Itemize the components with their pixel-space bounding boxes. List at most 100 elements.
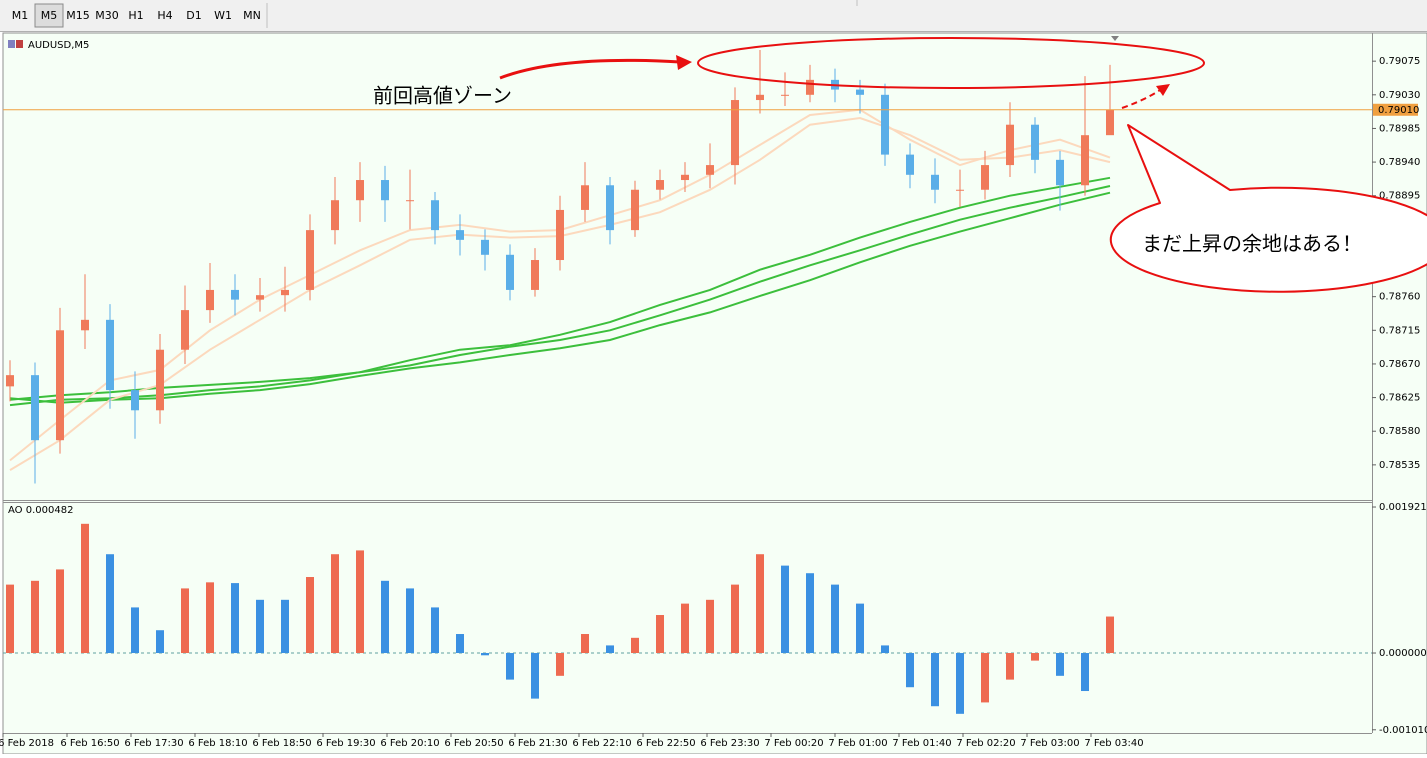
candle-body	[706, 165, 714, 175]
candle-body	[331, 200, 339, 231]
candle-body	[1081, 135, 1089, 186]
candle-body	[581, 185, 589, 210]
x-tick-label: 6 Feb 16:50	[60, 738, 119, 749]
timeframe-label[interactable]: W1	[214, 9, 232, 22]
ao-bar	[856, 603, 864, 654]
y-tick-label: 0.001921	[1379, 502, 1427, 513]
candle-body	[281, 289, 289, 296]
candle-body	[681, 174, 689, 181]
timeframe-label[interactable]: M1	[12, 9, 29, 22]
x-tick-label: 6 Feb 23:30	[700, 738, 759, 749]
timeframe-button[interactable]	[122, 4, 150, 27]
ao-bar	[731, 584, 739, 654]
ao-bar	[281, 599, 289, 654]
x-tick-label: 7 Feb 01:40	[892, 738, 951, 749]
candle-body	[781, 94, 789, 96]
candle-body	[956, 189, 964, 191]
y-tick-label: 0.78670	[1379, 359, 1420, 370]
ao-bar	[556, 653, 564, 676]
x-tick-label: 6 Feb 21:30	[508, 738, 567, 749]
y-tick-label: 0.78985	[1379, 123, 1420, 134]
timeframe-button[interactable]	[209, 4, 237, 27]
ao-bar	[956, 653, 964, 714]
x-tick-label: 7 Feb 00:20	[764, 738, 823, 749]
candle-body	[631, 189, 639, 231]
ao-bar	[431, 607, 439, 654]
y-tick-label: 0.000000	[1379, 648, 1427, 659]
zone-arrow	[499, 58, 681, 80]
ao-bar	[131, 607, 139, 654]
symbol-label: AUDUSD,M5	[28, 40, 89, 51]
ao-bar	[531, 653, 539, 699]
moving-average	[9, 185, 1111, 407]
arrow-head	[1156, 84, 1170, 96]
ao-bar	[781, 565, 789, 654]
candle-body	[6, 375, 14, 387]
candle-body	[31, 375, 39, 441]
moving-average	[9, 191, 1111, 404]
timeframe-label[interactable]: M5	[41, 9, 58, 22]
candle-body	[231, 289, 239, 300]
ao-bar	[981, 653, 989, 703]
callout-bubble	[1109, 124, 1427, 293]
ao-bar	[1006, 653, 1014, 680]
indicator-name: AO	[8, 505, 23, 516]
ao-bar	[1081, 653, 1089, 692]
chart-window	[2, 32, 1427, 755]
timeframe-button[interactable]	[238, 4, 266, 27]
timeframe-button[interactable]	[151, 4, 179, 27]
ao-bar	[481, 653, 489, 656]
ao-bar	[106, 554, 114, 654]
candle-body	[306, 230, 314, 290]
candle-body	[181, 310, 189, 350]
zone-ellipse	[697, 37, 1205, 89]
x-tick-label: 7 Feb 01:00	[828, 738, 887, 749]
candle-body	[156, 349, 164, 411]
timeframe-button[interactable]	[6, 4, 34, 27]
ao-bar	[681, 603, 689, 654]
y-tick-label: 0.78580	[1379, 426, 1420, 437]
timeframe-label[interactable]: H4	[157, 9, 172, 22]
timeframe-label[interactable]: MN	[243, 9, 261, 22]
ao-bar	[606, 645, 614, 654]
x-tick-label: 6 Feb 22:50	[636, 738, 695, 749]
ao-bar	[1056, 653, 1064, 676]
candle-body	[431, 200, 439, 231]
candle-body	[506, 254, 514, 290]
x-tick-label: 7 Feb 02:20	[956, 738, 1015, 749]
candle-body	[1031, 124, 1039, 160]
candle-body	[56, 330, 64, 441]
moving-average	[9, 176, 1111, 401]
timeframe-button[interactable]	[64, 4, 92, 27]
x-tick-label: 6 Feb 20:50	[444, 738, 503, 749]
candle-body	[1106, 109, 1114, 136]
ao-bar	[206, 582, 214, 654]
timeframe-label[interactable]: M30	[95, 9, 119, 22]
current-price-box	[1373, 103, 1418, 116]
timeframe-button[interactable]	[180, 4, 208, 27]
ao-bar	[656, 615, 664, 654]
ao-bar	[231, 583, 239, 654]
candle-body	[606, 185, 614, 231]
candle-body	[456, 230, 464, 240]
ao-bar	[906, 653, 914, 688]
candle-body	[656, 180, 664, 190]
x-tick-label: 6 Feb 18:50	[252, 738, 311, 749]
candle-body	[381, 180, 389, 201]
ao-bar	[406, 588, 414, 654]
timeframe-button[interactable]	[34, 3, 64, 28]
candle-body	[806, 79, 814, 95]
timeframe-label[interactable]: M15	[66, 9, 90, 22]
timeframe-label[interactable]: D1	[186, 9, 201, 22]
current-price-label: 0.79010	[1378, 105, 1419, 116]
y-tick-label: 0.78715	[1379, 325, 1420, 336]
timeframe-label[interactable]: H1	[128, 9, 143, 22]
timeframe-button[interactable]	[93, 4, 121, 27]
candle-body	[106, 319, 114, 391]
ao-bar	[381, 580, 389, 654]
candle-body	[881, 94, 889, 155]
x-tick-label: 6 Feb 17:30	[124, 738, 183, 749]
ao-bar	[806, 573, 814, 654]
